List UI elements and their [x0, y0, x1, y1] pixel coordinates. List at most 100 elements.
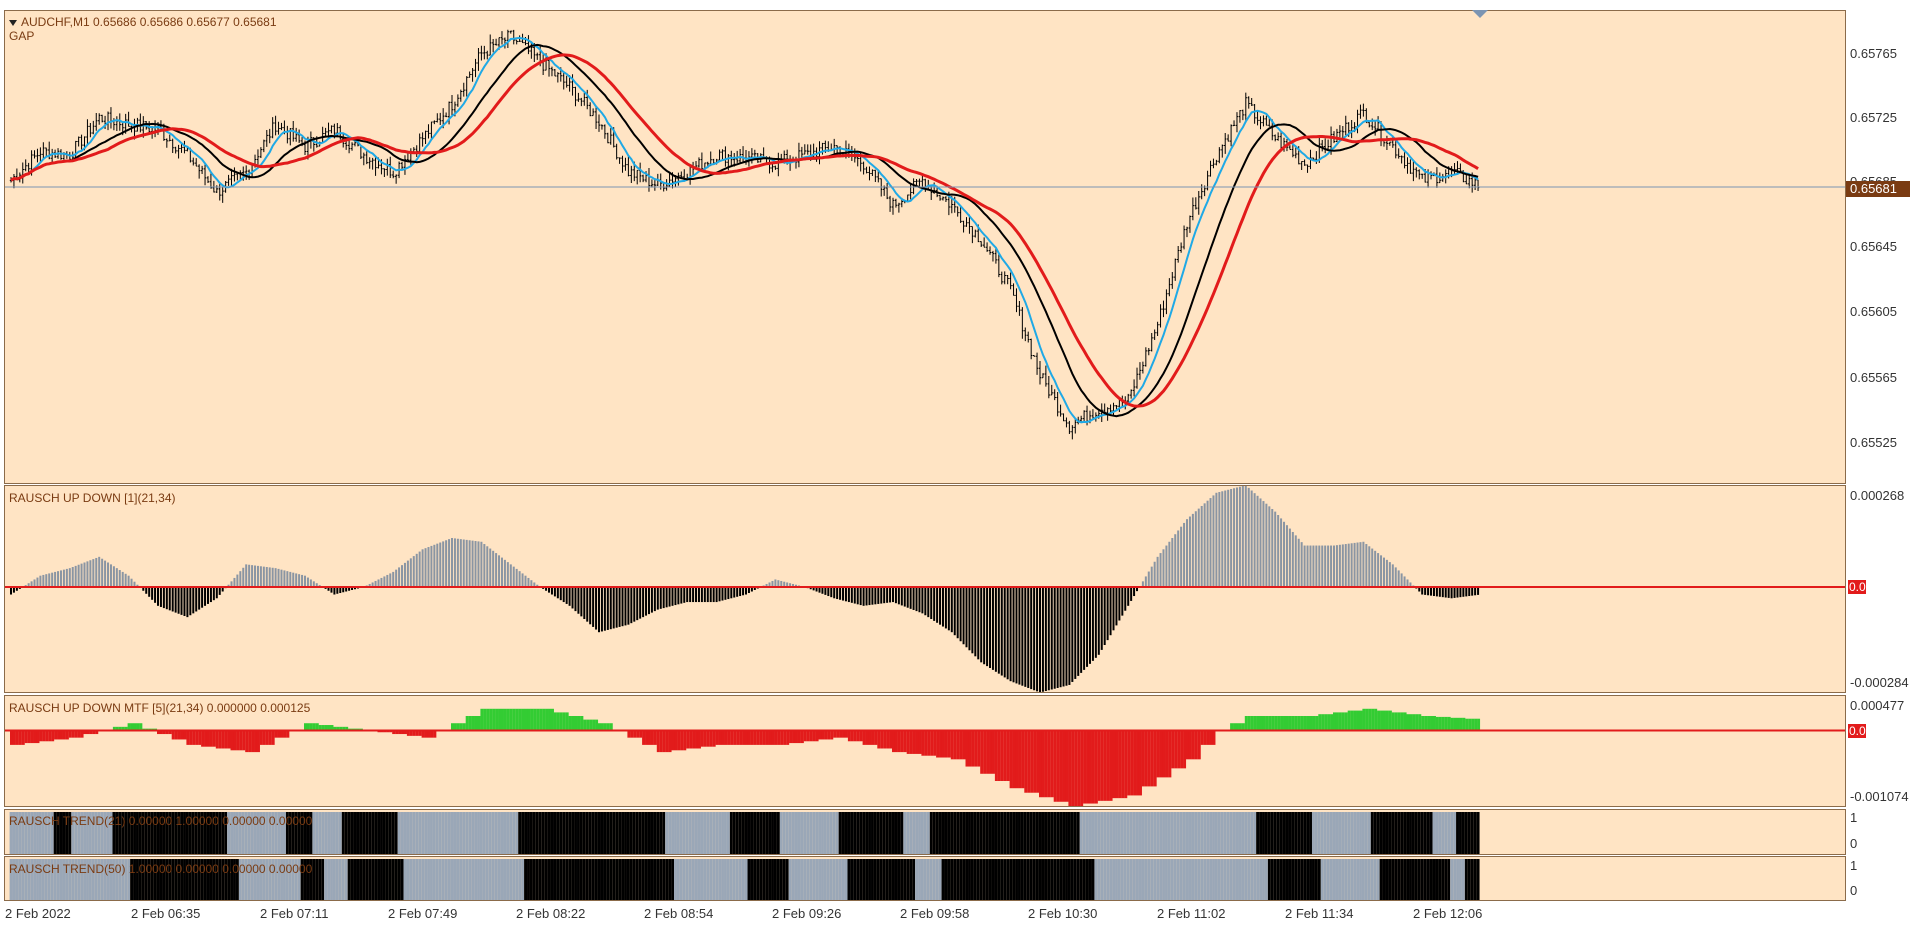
ohlc-bar: [615, 143, 618, 160]
ohlc-bar: [1129, 389, 1133, 399]
mtf-bar: [927, 730, 931, 756]
histogram-bar: [621, 586, 624, 627]
ohlc-bar: [386, 158, 389, 176]
ohlc-bar: [1162, 300, 1165, 318]
trend-bar: [465, 812, 469, 854]
mtf-bar: [162, 730, 166, 735]
price-chart-panel[interactable]: AUDCHF,M1 0.65686 0.65686 0.65677 0.6568…: [4, 10, 1846, 484]
mtf-bar: [1156, 730, 1160, 778]
histogram-bar: [371, 582, 374, 587]
trend-bar: [471, 812, 475, 854]
ohlc-bar: [888, 195, 892, 212]
trend-bar: [1032, 812, 1036, 854]
ohlc-bar: [1238, 110, 1242, 123]
trend-bar: [776, 859, 780, 900]
trend-bar: [215, 812, 219, 854]
collapse-arrow-icon[interactable]: [9, 19, 17, 26]
histogram-bar: [39, 575, 42, 587]
ohlc-bar: [1071, 425, 1074, 440]
trend-bar: [1112, 812, 1115, 854]
ohlc-bar: [74, 140, 77, 159]
trend-bar: [841, 812, 845, 854]
rausch-trend-50-label: RAUSCH TREND(50) 1.00000 0.00000 0.00000…: [9, 862, 313, 876]
chart-shift-marker-icon[interactable]: [1472, 10, 1488, 18]
histogram-bar: [924, 586, 927, 616]
rausch-mtf-panel[interactable]: RAUSCH UP DOWN MTF [5](21,34) 0.000000 0…: [4, 695, 1846, 807]
mtf-bar: [121, 726, 125, 731]
trend-bar: [985, 812, 989, 854]
mtf-bar: [1294, 716, 1298, 731]
mtf-bar: [1438, 716, 1442, 731]
trend-bar: [259, 859, 263, 900]
trend-bar: [1073, 812, 1077, 854]
trend-bar: [230, 859, 233, 900]
mtf-bar: [195, 730, 199, 745]
ohlc-bar: [439, 112, 442, 125]
ohlc-bar: [1159, 304, 1162, 328]
histogram-bar: [465, 539, 468, 587]
trend-bar: [871, 812, 874, 854]
mtf-bar: [550, 708, 554, 731]
rausch-up-down-panel[interactable]: RAUSCH UP DOWN [1](21,34): [4, 485, 1846, 693]
trend-bar: [444, 812, 448, 854]
trend-bar: [274, 812, 278, 854]
trend-bar: [768, 859, 772, 900]
ohlc-bar: [256, 149, 260, 165]
histogram-bar: [406, 560, 409, 587]
trend-bar: [1256, 859, 1260, 900]
histogram-bar: [521, 573, 524, 587]
histogram-bar: [101, 558, 104, 587]
histogram-bar: [674, 586, 677, 606]
mtf-bar: [1371, 708, 1375, 731]
ohlc-bar: [221, 187, 224, 203]
mtf-bar: [1080, 730, 1084, 806]
price-scale-label: 0.65645: [1850, 239, 1897, 254]
histogram-bar: [833, 586, 836, 599]
histogram-bar: [1230, 489, 1233, 587]
trend-bar: [1223, 812, 1227, 854]
trend-bar: [153, 859, 157, 900]
mtf-bar: [827, 730, 831, 740]
mtf-bar: [1421, 716, 1425, 731]
mtf-bar: [1441, 716, 1445, 731]
histogram-bar: [1238, 486, 1241, 587]
mtf-bar: [204, 730, 208, 747]
trend-bar: [1388, 812, 1392, 854]
mtf-bar: [950, 730, 954, 760]
mtf-bar: [853, 730, 857, 742]
ohlc-bar: [1323, 138, 1327, 154]
mtf-bar: [1062, 730, 1066, 802]
trend-bar: [1009, 859, 1013, 900]
ohlc-bar: [721, 149, 724, 160]
histogram-bar: [1403, 576, 1406, 587]
trend-bar: [121, 812, 125, 854]
histogram-bar: [1262, 501, 1265, 587]
rausch-trend-21-panel[interactable]: RAUSCH TREND(21) 0.00000 1.00000 0.00000…: [4, 809, 1846, 855]
mtf-bar: [812, 730, 816, 742]
trend-bar: [1238, 859, 1242, 900]
trend-bar: [88, 812, 92, 854]
trend-bar: [988, 812, 992, 854]
trend-bar: [579, 859, 583, 900]
symbol-title: AUDCHF,M1 0.65686 0.65686 0.65677 0.6568…: [21, 15, 277, 29]
trend-bar: [835, 812, 839, 854]
trend-bar: [1091, 859, 1095, 900]
ohlc-bar: [1074, 418, 1077, 434]
trend-bar: [853, 812, 857, 854]
trend-bar: [676, 812, 680, 854]
fast-moving-average-line: [10, 36, 1479, 424]
rausch-trend-50-panel[interactable]: RAUSCH TREND(50) 1.00000 0.00000 0.00000…: [4, 856, 1846, 901]
ohlc-bar: [1018, 300, 1021, 316]
mtf-bar: [1453, 717, 1457, 731]
mtf-bar: [1450, 717, 1454, 731]
trend-bar: [1085, 812, 1089, 854]
trend-bar: [1009, 812, 1013, 854]
mtf-bar: [1150, 730, 1154, 787]
trend-bar: [1123, 859, 1127, 900]
trend-bar: [712, 859, 716, 900]
mtf-bar: [1091, 730, 1095, 804]
histogram-bar: [974, 586, 977, 657]
histogram-bar: [112, 566, 115, 587]
trend-bar: [453, 859, 457, 900]
